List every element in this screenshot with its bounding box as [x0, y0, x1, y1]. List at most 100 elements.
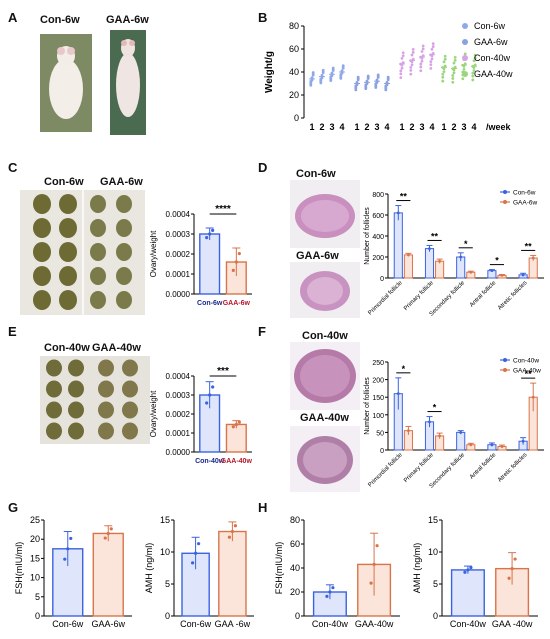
data-point [500, 273, 504, 277]
ovary-blob [46, 401, 62, 419]
ovary-blob [33, 242, 51, 262]
scatter-point [420, 50, 424, 53]
x-tick-label: 2 [319, 122, 324, 132]
scatter-point [451, 74, 455, 77]
scatter-point [409, 72, 413, 76]
x-tick-label: 4 [339, 122, 344, 132]
y-tick-label: 80 [290, 515, 300, 525]
legend-label: Con-40w [513, 358, 539, 365]
bar [456, 431, 466, 451]
data-point [466, 568, 470, 572]
y-tick-label: 15 [160, 515, 170, 525]
scatter-point [453, 65, 457, 69]
y-tick-label: 100 [372, 413, 384, 420]
x-tick-label: GAA-40w [355, 619, 394, 629]
y-axis-label: Weight/g [264, 51, 275, 93]
ovary-blob [122, 401, 138, 419]
ovary-divider [82, 190, 84, 315]
x-tick-label: Con-40w [450, 619, 487, 629]
ovary-blob [68, 401, 84, 419]
data-point [407, 429, 410, 433]
ovary-blob [116, 291, 132, 309]
panel-letter-h: H [258, 500, 268, 515]
ovary-blob [59, 194, 77, 214]
y-tick-label: 20 [289, 90, 299, 100]
scatter-point [374, 82, 378, 86]
scatter-point [463, 62, 467, 66]
bar [181, 552, 210, 617]
legend-marker [462, 39, 468, 45]
ovary-blob [122, 359, 138, 377]
significance-label: ** [525, 241, 533, 251]
x-tick-label: GAA-40w [221, 458, 253, 465]
significance-label: **** [215, 204, 231, 215]
ovary-blob [90, 243, 106, 261]
scatter-point [431, 42, 435, 45]
bar [218, 530, 247, 617]
x-tick-label: 1 [354, 122, 359, 132]
ovary-blob [68, 359, 84, 377]
y-tick-label: 200 [372, 255, 384, 262]
y-axis-label: Number of follicles [364, 207, 371, 265]
y-tick-label: 5 [433, 579, 438, 589]
bar [435, 260, 445, 279]
legend-marker-dot [503, 200, 507, 204]
mouse-photo-con-6w [40, 34, 92, 132]
ovary-blob [98, 401, 114, 419]
x-tick-label: Primordial follicle [367, 452, 404, 489]
x-tick-label: Antral follicle [469, 280, 498, 309]
ovary-photo-40w [40, 356, 150, 444]
ovary-blob [90, 291, 106, 309]
data-point [109, 527, 113, 531]
significance-label: ** [400, 192, 408, 202]
scatter-point [452, 61, 456, 65]
scatter-point [443, 64, 447, 68]
x-tick-label: 2 [364, 122, 369, 132]
bar [528, 257, 538, 279]
y-tick-label: 60 [289, 44, 299, 54]
significance-label: * [433, 403, 437, 413]
ovary-blob [68, 380, 84, 398]
scatter-point [421, 54, 425, 58]
y-tick-label: 10 [30, 573, 40, 583]
x-tick-label: Primary follicle [403, 280, 435, 312]
scatter-point [419, 62, 423, 66]
data-point [463, 570, 467, 574]
data-point [325, 594, 329, 598]
data-point [438, 434, 442, 438]
scatter-point [320, 73, 324, 77]
significance-label: * [495, 256, 499, 266]
ovary-blob [122, 422, 138, 440]
panel-letter-e: E [8, 324, 17, 339]
scatter-point [319, 77, 323, 81]
photo-label-e-gaa: GAA-40w [92, 342, 141, 354]
x-tick-label: 1 [309, 122, 314, 132]
data-point [521, 439, 525, 443]
legend-label: Con-6w [474, 21, 506, 31]
y-tick-label: 600 [372, 213, 384, 220]
legend-marker [462, 55, 468, 61]
chart-h-amh: 0 5 10 15 AMH (ng/ml) Con-40w GAA -40w [412, 515, 538, 629]
scatter-point [401, 51, 405, 55]
data-point [372, 562, 376, 566]
legend-label: GAA-40w [513, 368, 541, 375]
ovary-blob [116, 243, 132, 261]
scatter-point [462, 67, 466, 71]
ovary-blob [33, 290, 51, 310]
scatter-point [471, 74, 475, 78]
scatter-point [386, 75, 390, 79]
data-point [69, 536, 73, 541]
y-tick-label: 40 [289, 67, 299, 77]
x-tick-label: 4 [429, 122, 434, 132]
y-tick-label: 150 [372, 395, 384, 402]
scatter-point [400, 57, 404, 60]
y-tick-label: 15 [30, 553, 40, 563]
data-point [396, 392, 400, 396]
y-tick-label: 200 [372, 378, 384, 385]
data-point [66, 547, 70, 551]
data-point [500, 445, 504, 448]
bar [450, 569, 485, 617]
ovary-blob [59, 218, 77, 238]
